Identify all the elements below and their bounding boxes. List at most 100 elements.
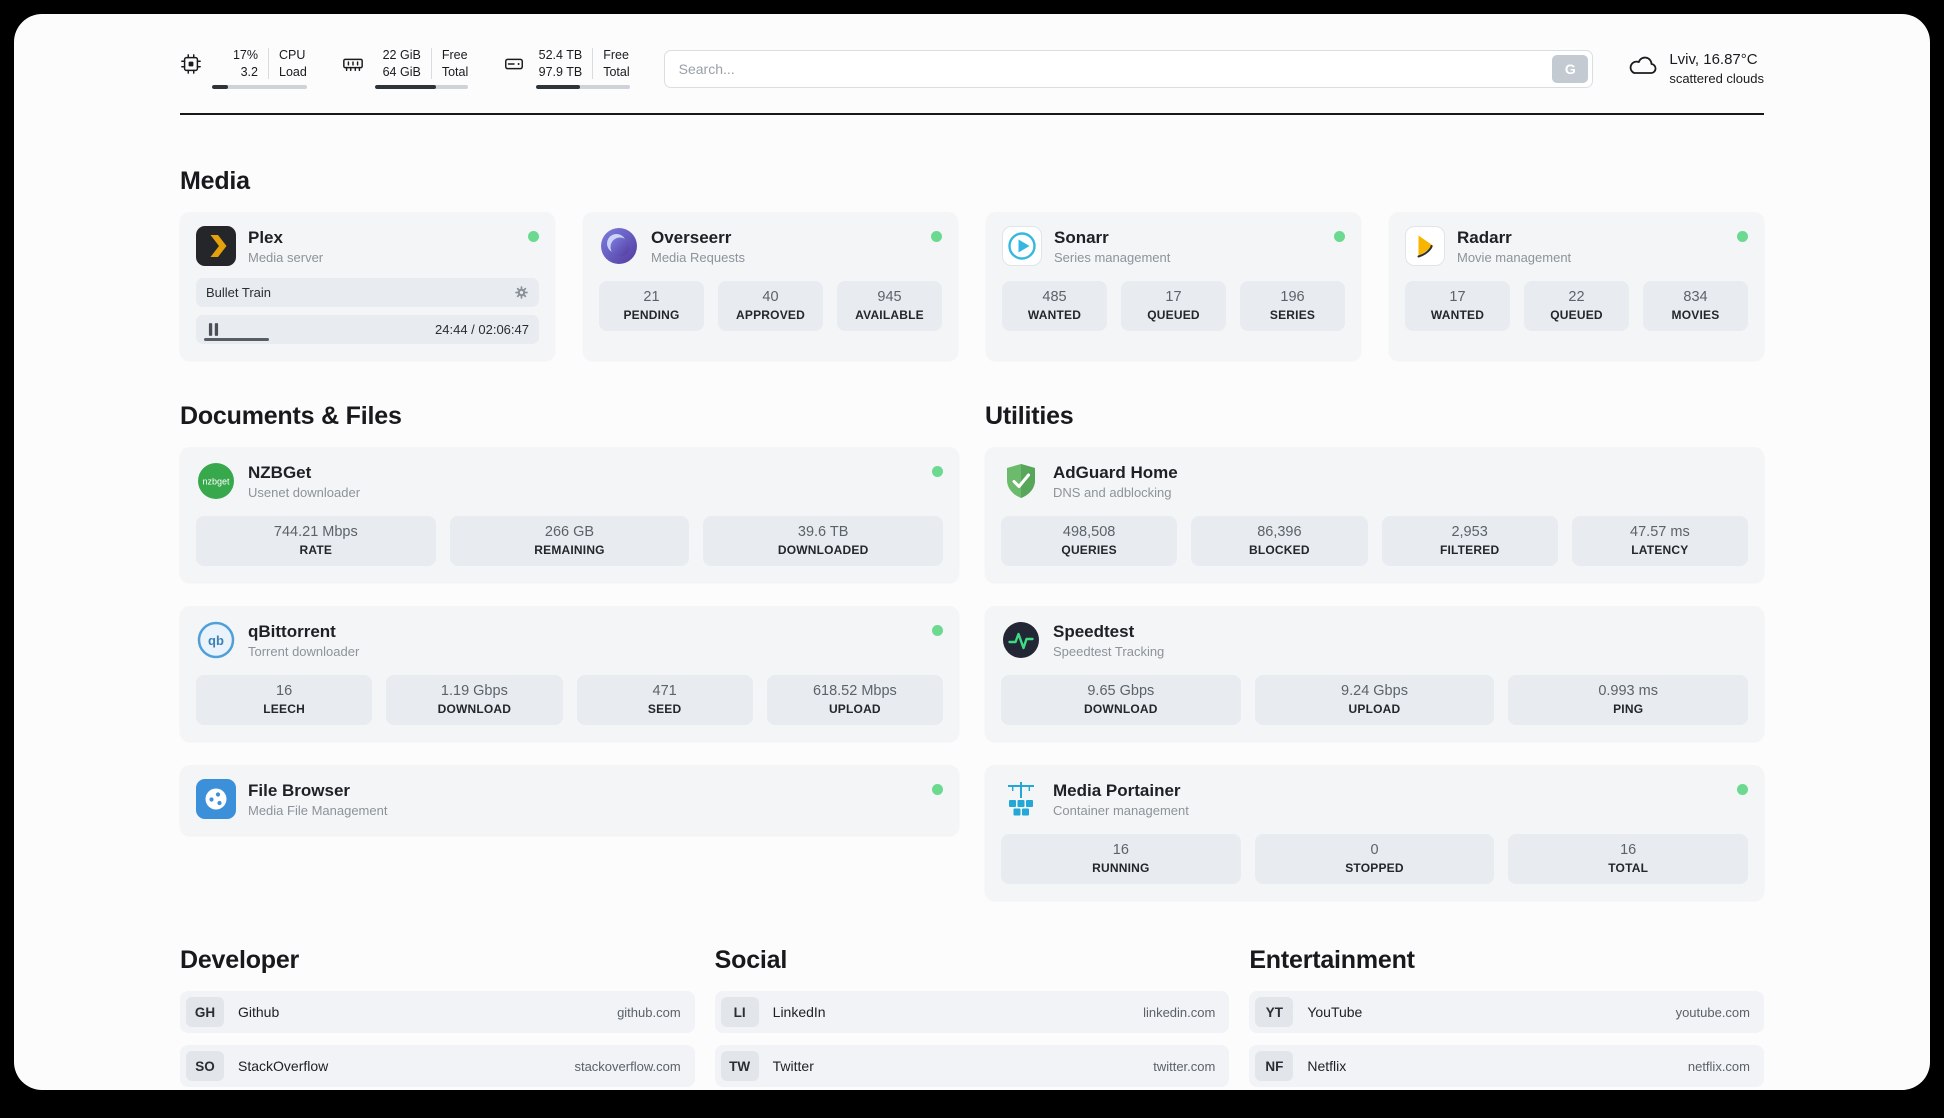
bookmark-group-title: Developer bbox=[180, 946, 300, 974]
app-card-sonarr: Sonarr Series management 485 WANTED 17 Q… bbox=[986, 212, 1361, 360]
stat-value: 39.6 TB bbox=[797, 524, 849, 540]
stat-label: APPROVED bbox=[736, 308, 805, 322]
stat-label: UPLOAD bbox=[1348, 702, 1401, 716]
header-divider bbox=[180, 113, 1764, 115]
speedtest-icon[interactable] bbox=[1001, 620, 1041, 660]
bookmark-abbr: SO bbox=[186, 1051, 224, 1081]
playback-progress[interactable] bbox=[204, 338, 270, 341]
stat-tile: 0.993 ms PING bbox=[1508, 675, 1748, 725]
stat-value: 17 bbox=[1449, 289, 1466, 305]
bookmark-github[interactable]: GH Github github.com bbox=[180, 991, 695, 1033]
sonarr-icon[interactable] bbox=[1002, 226, 1042, 266]
overseerr-icon[interactable] bbox=[599, 226, 639, 266]
app-name[interactable]: Radarr bbox=[1457, 227, 1512, 247]
weather-condition: scattered clouds bbox=[1669, 71, 1764, 86]
cloud-icon bbox=[1627, 53, 1659, 84]
utilities-column: Utilities bbox=[985, 402, 1764, 900]
bookmark-group-social: Social LI LinkedIn linkedin.com TW Twitt… bbox=[714, 946, 1230, 1090]
app-name[interactable]: qBittorrent bbox=[248, 621, 336, 641]
app-name[interactable]: Plex bbox=[248, 227, 283, 247]
stat-tile: 16 TOTAL bbox=[1508, 834, 1748, 884]
cpu-percent: 17% bbox=[232, 48, 258, 62]
app-subtitle: Torrent downloader bbox=[248, 643, 360, 659]
app-name[interactable]: Overseerr bbox=[651, 227, 732, 247]
ram-widget: 22 GiB 64 GiB Free Total bbox=[341, 48, 469, 89]
bookmark-group-title: Social bbox=[714, 946, 788, 974]
stat-value: 498,508 bbox=[1062, 524, 1116, 540]
stat-label: QUERIES bbox=[1061, 543, 1117, 557]
adguard-icon[interactable] bbox=[1001, 461, 1041, 501]
cpu-load-value: 3.2 bbox=[240, 65, 258, 79]
ram-label-2: Total bbox=[441, 65, 469, 79]
bookmark-linkedin[interactable]: LI LinkedIn linkedin.com bbox=[714, 991, 1230, 1033]
stat-label: SEED bbox=[647, 702, 682, 716]
status-dot bbox=[932, 466, 943, 477]
stat-value: 266 GB bbox=[544, 524, 595, 540]
bookmarks-area: Developer GH Github github.com SO StackO… bbox=[180, 946, 1764, 1090]
stat-label: TOTAL bbox=[1608, 861, 1649, 875]
stat-tile: 618.52 Mbps UPLOAD bbox=[766, 675, 943, 725]
stat-tile: 744.21 Mbps RATE bbox=[196, 516, 436, 566]
disk-widget: 52.4 TB 97.9 TB Free Total bbox=[502, 48, 630, 89]
app-subtitle: Container management bbox=[1053, 802, 1189, 818]
bookmark-youtube[interactable]: YT YouTube youtube.com bbox=[1249, 991, 1764, 1033]
app-name[interactable]: AdGuard Home bbox=[1053, 462, 1178, 482]
app-name[interactable]: Media Portainer bbox=[1053, 780, 1181, 800]
app-name[interactable]: File Browser bbox=[248, 780, 351, 800]
stat-value: 0.993 ms bbox=[1598, 683, 1658, 699]
cpu-icon bbox=[180, 48, 202, 75]
pause-button[interactable] bbox=[208, 323, 219, 336]
media-grid: Plex Media server Bullet Train bbox=[180, 212, 1764, 360]
stat-tile: 17 WANTED bbox=[1405, 281, 1510, 331]
weather-widget[interactable]: Lviv, 16.87°C scattered clouds bbox=[1627, 51, 1764, 86]
stat-value: 40 bbox=[762, 289, 779, 305]
app-name[interactable]: Speedtest bbox=[1053, 621, 1135, 641]
stat-label: WANTED bbox=[1027, 308, 1082, 322]
ram-total-value: 64 GiB bbox=[382, 65, 421, 79]
search-bar: G bbox=[663, 49, 1594, 88]
app-subtitle: DNS and adblocking bbox=[1053, 484, 1172, 500]
stat-tile: 16 LEECH bbox=[196, 675, 373, 725]
bookmark-netflix[interactable]: NF Netflix netflix.com bbox=[1249, 1045, 1764, 1087]
plex-icon[interactable] bbox=[196, 226, 236, 266]
now-playing-title: Bullet Train bbox=[206, 285, 272, 300]
portainer-icon[interactable] bbox=[1001, 779, 1041, 819]
bookmark-url: youtube.com bbox=[1675, 1004, 1750, 1020]
stat-tile: 16 RUNNING bbox=[1001, 834, 1241, 884]
status-dot bbox=[1334, 231, 1345, 242]
stat-label: MOVIES bbox=[1671, 308, 1720, 322]
filebrowser-icon[interactable] bbox=[196, 779, 236, 819]
bookmark-twitter[interactable]: TW Twitter twitter.com bbox=[714, 1045, 1230, 1087]
stat-value: 618.52 Mbps bbox=[812, 683, 897, 699]
stat-value: 1.19 Gbps bbox=[440, 683, 508, 699]
section-title-utilities: Utilities bbox=[985, 402, 1074, 430]
status-dot bbox=[1737, 231, 1748, 242]
app-name[interactable]: Sonarr bbox=[1054, 227, 1109, 247]
stat-value: 9.65 Gbps bbox=[1087, 683, 1155, 699]
bookmark-stackoverflow[interactable]: SO StackOverflow stackoverflow.com bbox=[180, 1045, 695, 1087]
status-dot bbox=[528, 231, 539, 242]
qbittorrent-icon[interactable]: qb bbox=[196, 620, 236, 660]
search-engine-button[interactable]: G bbox=[1552, 54, 1589, 83]
app-name[interactable]: NZBGet bbox=[248, 462, 312, 482]
app-card-radarr: Radarr Movie management 17 WANTED 22 QUE… bbox=[1389, 212, 1764, 360]
cpu-label-2: Load bbox=[279, 65, 307, 79]
search-input[interactable] bbox=[663, 49, 1594, 88]
stat-label: AVAILABLE bbox=[855, 308, 924, 322]
stat-value: 744.21 Mbps bbox=[273, 524, 358, 540]
stat-value: 22 bbox=[1568, 289, 1585, 305]
nzbget-icon[interactable]: nzbget bbox=[196, 461, 236, 501]
playback-time: 24:44 / 02:06:47 bbox=[435, 322, 529, 337]
stat-tile: 21 PENDING bbox=[599, 281, 704, 331]
app-subtitle: Movie management bbox=[1457, 249, 1572, 265]
stat-value: 17 bbox=[1165, 289, 1182, 305]
bookmark-name: Netflix bbox=[1307, 1058, 1347, 1074]
app-subtitle: Usenet downloader bbox=[248, 484, 361, 500]
stat-value: 47.57 ms bbox=[1630, 524, 1690, 540]
stat-tile: 485 WANTED bbox=[1002, 281, 1107, 331]
settings-gear-icon[interactable] bbox=[514, 285, 529, 300]
ram-free-value: 22 GiB bbox=[382, 48, 421, 62]
stat-label: DOWNLOAD bbox=[1084, 702, 1158, 716]
radarr-icon[interactable] bbox=[1405, 226, 1445, 266]
bookmark-group-entertainment: Entertainment YT YouTube youtube.com NF … bbox=[1249, 946, 1764, 1090]
